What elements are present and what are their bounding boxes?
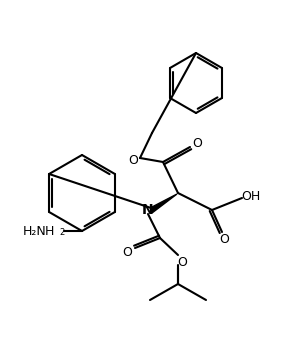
Text: O: O [128,154,138,167]
Text: H₂N: H₂N [22,225,46,237]
Text: 2: 2 [60,228,65,237]
Text: H: H [45,225,54,237]
Text: O: O [219,233,229,246]
Text: N: N [142,203,154,217]
Text: OH: OH [241,189,261,203]
Text: O: O [122,246,132,259]
Text: O: O [192,137,202,149]
Polygon shape [152,194,177,213]
Text: O: O [177,256,187,268]
